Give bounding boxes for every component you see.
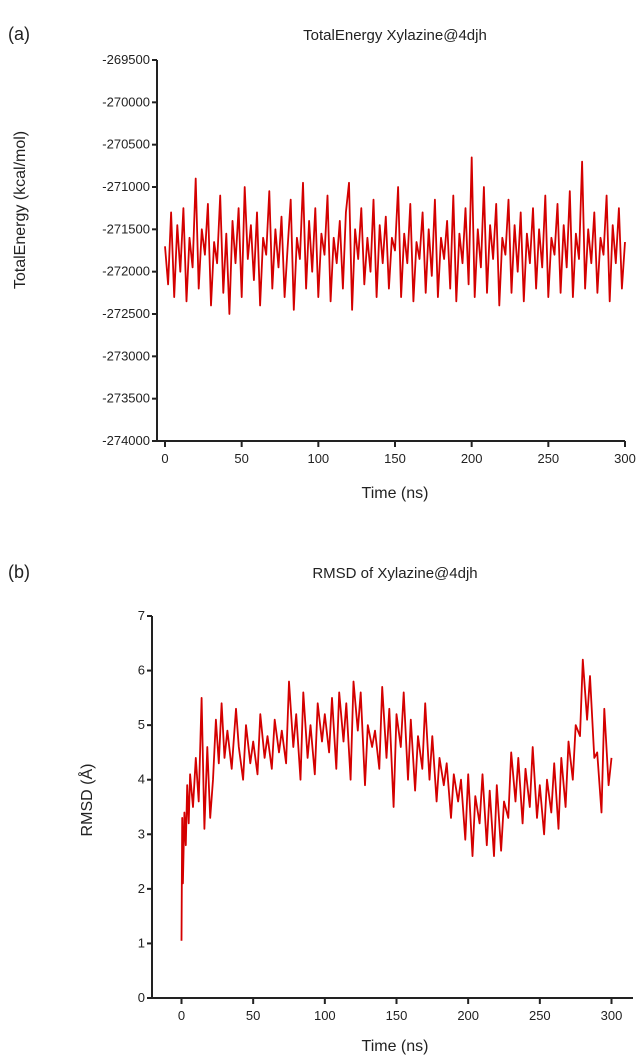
- x-axis-label-a: Time (ns): [362, 485, 429, 502]
- series-a: [164, 156, 626, 315]
- y-tick-label-b: 5: [138, 717, 145, 732]
- y-tick-label-a: -273000: [102, 348, 150, 363]
- y-tick-label-b: 7: [138, 608, 145, 623]
- x-tick-label-b: 100: [314, 1008, 336, 1023]
- series-line-a-0: [164, 156, 626, 315]
- x-tick-label-a: 300: [614, 451, 636, 466]
- y-tick-label-a: -272000: [102, 264, 150, 279]
- x-tick-label-b: 50: [246, 1008, 260, 1023]
- x-tick-label-b: 150: [386, 1008, 408, 1023]
- series-line-b-0: [180, 658, 613, 941]
- x-tick-label-b: 300: [601, 1008, 623, 1023]
- y-axis-label-a: TotalEnergy (kcal/mol): [12, 131, 29, 289]
- x-tick-label-a: 250: [537, 451, 559, 466]
- axes-a: -269500 -270000 -270500 -271000 -271500 -2720…: [102, 52, 636, 466]
- x-tick-label-a: 100: [307, 451, 329, 466]
- x-axis-label-b: Time (ns): [362, 1038, 429, 1055]
- x-tick-label-b: 250: [529, 1008, 551, 1023]
- y-tick-label-b: 4: [138, 772, 145, 787]
- y-tick-label-b: 0: [138, 990, 145, 1005]
- series-b: [180, 658, 613, 941]
- chart-title-a: TotalEnergy Xylazine@4djh: [303, 27, 487, 44]
- y-tick-label-a: -271500: [102, 221, 150, 236]
- x-tick-label-a: 150: [384, 451, 406, 466]
- x-tick-label-a: 200: [461, 451, 483, 466]
- y-tick-label-a: -269500: [102, 52, 150, 67]
- chart-panel-b: (b) RMSD of Xylazine@4djh Time (ns) RMSD…: [8, 562, 633, 1055]
- y-tick-label-b: 2: [138, 881, 145, 896]
- x-tick-label-a: 50: [234, 451, 248, 466]
- y-tick-label-a: -273500: [102, 391, 150, 406]
- y-tick-label-a: -270000: [102, 94, 150, 109]
- y-tick-label-a: -271000: [102, 179, 150, 194]
- y-tick-label-a: -272500: [102, 306, 150, 321]
- y-axis-label-b: RMSD (Å): [77, 764, 96, 837]
- x-tick-label-b: 200: [457, 1008, 479, 1023]
- chart-title-b: RMSD of Xylazine@4djh: [312, 565, 477, 582]
- panel-label-a: (a): [8, 24, 30, 44]
- panel-label-b: (b): [8, 562, 30, 582]
- axes-b: 0 1 2 3 4 5 6 7 0 50 100 150 200 250 300: [138, 608, 633, 1023]
- y-tick-label-b: 3: [138, 826, 145, 841]
- chart-panel-a: (a) TotalEnergy Xylazine@4djh Time (ns) …: [8, 24, 636, 502]
- x-tick-label-b: 0: [178, 1008, 185, 1023]
- y-tick-label-a: -274000: [102, 433, 150, 448]
- y-tick-label-b: 1: [138, 935, 145, 950]
- y-tick-label-a: -270500: [102, 137, 150, 152]
- x-tick-label-a: 0: [161, 451, 168, 466]
- y-tick-label-b: 6: [138, 663, 145, 678]
